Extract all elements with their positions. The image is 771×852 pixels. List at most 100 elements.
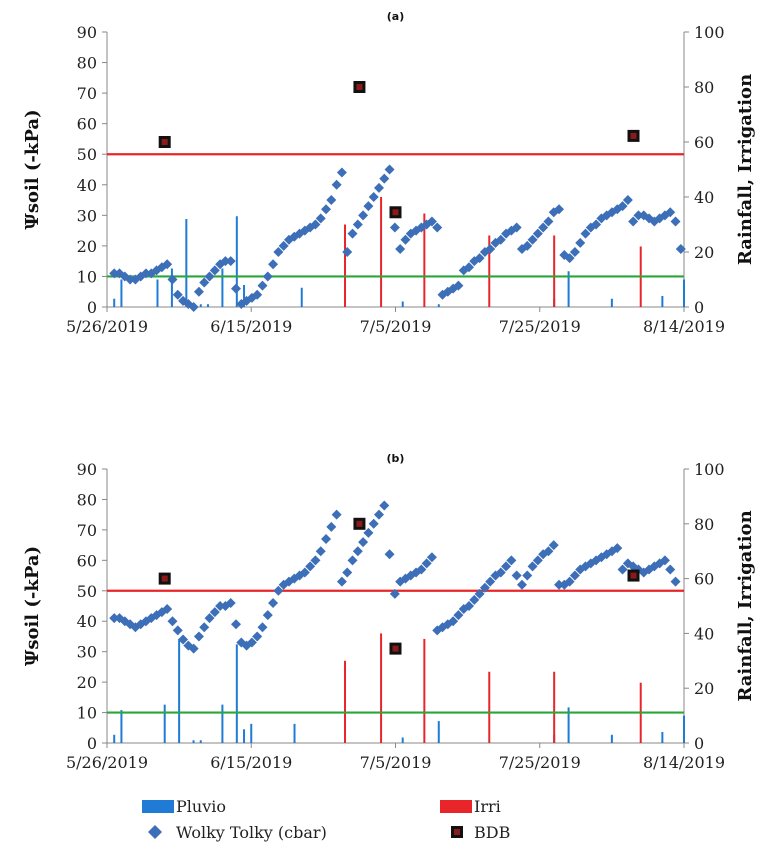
wolky-point xyxy=(464,262,475,273)
legend-label-bdb: BDB xyxy=(474,823,510,842)
y-tick-right-label: 40 xyxy=(694,624,714,643)
y-tick-left-label: 0 xyxy=(87,734,97,753)
pluvio-bar xyxy=(401,301,404,307)
pluvio-bar xyxy=(610,734,613,743)
wolky-point xyxy=(569,570,580,581)
wolky-point xyxy=(209,265,220,276)
wolky-point xyxy=(199,277,210,288)
wolky-point xyxy=(273,247,284,257)
wolky-point xyxy=(511,222,522,233)
wolky-point xyxy=(231,619,242,630)
wolky-point xyxy=(209,607,220,618)
legend-label-pluvio: Pluvio xyxy=(176,797,226,816)
wolky-point xyxy=(188,643,199,654)
y-tick-right-label: 80 xyxy=(694,78,714,97)
wolky-point xyxy=(527,561,538,572)
wolky-point xyxy=(204,613,215,624)
y-tick-left-label: 40 xyxy=(77,612,97,631)
y-tick-left-label: 60 xyxy=(77,551,97,570)
y-tick-left-label: 10 xyxy=(77,704,97,723)
wolky-point xyxy=(257,622,268,633)
wolky-point xyxy=(193,631,204,642)
wolky-point xyxy=(368,518,379,529)
bdb-point-inner xyxy=(392,209,399,216)
wolky-point xyxy=(310,219,321,230)
x-tick-label: 8/14/2019 xyxy=(643,753,725,772)
panel-label: (b) xyxy=(387,452,405,465)
y-axis-right-title: Rainfall, Irrigation xyxy=(735,74,756,265)
wolky-point xyxy=(501,561,512,572)
wolky-point xyxy=(575,237,586,248)
x-tick-label: 7/5/2019 xyxy=(360,753,432,772)
wolky-point xyxy=(617,201,628,212)
y-axis-right-title: Rainfall, Irrigation xyxy=(735,510,756,701)
wolky-point xyxy=(395,243,406,254)
wolky-point xyxy=(315,546,326,557)
pluvio-bar xyxy=(113,734,116,743)
x-tick-label: 5/26/2019 xyxy=(66,317,148,336)
wolky-point xyxy=(167,616,178,627)
wolky-point xyxy=(464,601,475,611)
wolky-point xyxy=(225,597,236,608)
legend-label-irri: Irri xyxy=(474,797,501,816)
wolky-point xyxy=(522,570,533,581)
wolky-point xyxy=(665,564,676,575)
wolky-point xyxy=(670,216,681,227)
wolky-point xyxy=(352,219,363,230)
irri-bar xyxy=(344,660,347,743)
irri-bar xyxy=(380,633,383,743)
wolky-point xyxy=(543,546,554,557)
wolky-point xyxy=(569,247,580,257)
wolky-point xyxy=(252,289,263,300)
bdb-point-inner xyxy=(161,575,168,582)
wolky-point xyxy=(347,228,358,239)
wolky-point xyxy=(612,543,623,554)
x-tick-label: 7/25/2019 xyxy=(499,753,581,772)
x-tick-label: 6/15/2019 xyxy=(210,317,292,336)
y-tick-right-label: 60 xyxy=(694,570,714,589)
legend: Pluvio Irri Wolky Tolky (cbar) BDB xyxy=(142,797,510,842)
wolky-point xyxy=(522,240,533,251)
pluvio-bar xyxy=(661,732,664,743)
wolky-point xyxy=(109,613,120,624)
pluvio-bar xyxy=(199,740,202,743)
y-tick-right-label: 80 xyxy=(694,515,714,534)
wolky-point xyxy=(220,256,231,267)
wolky-point xyxy=(268,597,279,608)
y-axis-left-title: Ψsoil (-kPa) xyxy=(22,546,43,666)
wolky-point xyxy=(363,527,374,538)
pluvio-bar xyxy=(610,298,613,307)
wolky-point xyxy=(554,204,565,215)
wolky-point xyxy=(342,247,353,257)
panel-a-chart: (a) 0 10 20 30 40 50 60 70 80 90 0 20 40 60 80 100 5/26/2… xyxy=(22,10,756,336)
wolky-point xyxy=(479,582,490,593)
irri-bar xyxy=(423,638,426,743)
pluvio-bar xyxy=(567,271,570,307)
wolky-point xyxy=(622,195,633,206)
pluvio-bar xyxy=(192,740,195,743)
wolky-point xyxy=(178,634,189,645)
wolky-point xyxy=(326,195,337,206)
wolky-point xyxy=(331,509,342,520)
wolky-point xyxy=(167,274,178,285)
panel-label: (a) xyxy=(387,10,404,23)
wolky-point xyxy=(453,610,464,621)
wolky-point xyxy=(199,622,210,633)
legend-marker-wolky xyxy=(148,825,162,839)
wolky-point xyxy=(268,259,279,270)
wolky-point xyxy=(262,610,273,621)
pluvio-bar xyxy=(250,723,253,743)
pluvio-bar xyxy=(401,737,404,743)
wolky-point xyxy=(675,243,686,254)
wolky-point xyxy=(352,546,363,557)
pluvio-bar xyxy=(178,638,181,743)
x-tick-label: 8/14/2019 xyxy=(643,317,725,336)
wolky-point xyxy=(278,240,289,251)
wolky-point xyxy=(474,588,485,599)
y-tick-right-label: 60 xyxy=(694,133,714,152)
wolky-point xyxy=(400,234,411,245)
y-tick-left-label: 30 xyxy=(77,643,97,662)
pluvio-bar xyxy=(163,704,166,743)
wolky-point xyxy=(315,213,326,224)
wolky-point xyxy=(516,579,527,590)
